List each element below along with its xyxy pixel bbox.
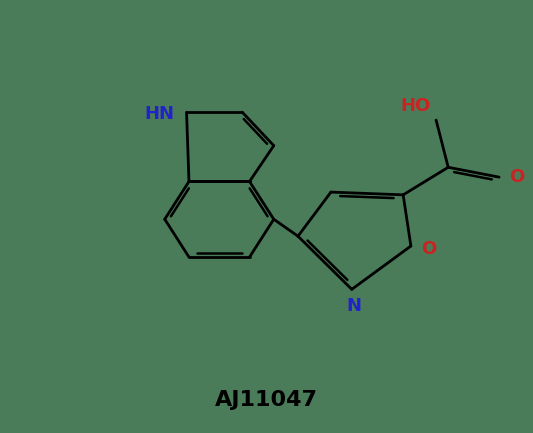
Text: HO: HO [401, 97, 431, 115]
Text: N: N [346, 297, 361, 315]
Text: O: O [509, 168, 524, 186]
Text: O: O [421, 240, 436, 258]
Text: HN: HN [144, 105, 174, 123]
Text: AJ11047: AJ11047 [214, 390, 318, 410]
